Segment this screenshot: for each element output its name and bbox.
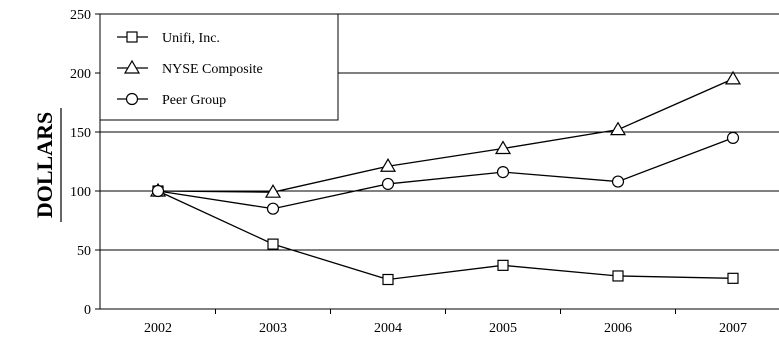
data-point <box>494 140 512 155</box>
y-tick-label: 250 <box>70 8 91 23</box>
x-tick-label: 2005 <box>489 321 517 336</box>
legend-marker <box>123 59 141 74</box>
x-tick-label: 2002 <box>144 321 172 336</box>
data-point <box>496 166 510 179</box>
y-tick-label: 200 <box>70 67 91 82</box>
tick-labels: 0 50 100 150 200 250 2002 2003 2004 2005 2006 2007 <box>70 8 747 336</box>
series-square <box>152 185 739 286</box>
data-point <box>264 183 282 198</box>
legend-item: Peer Group <box>117 92 226 108</box>
y-tick-label: 150 <box>70 126 91 141</box>
legend-label: NYSE Composite <box>162 62 263 77</box>
data-point <box>611 175 625 188</box>
series-circle <box>151 131 740 215</box>
legend-label: Unifi, Inc. <box>162 31 220 46</box>
data-point <box>612 270 624 282</box>
series-line <box>157 137 734 210</box>
x-tick-label: 2007 <box>719 321 747 336</box>
data-point <box>724 70 742 85</box>
legend: Unifi, Inc. NYSE Composite Peer Group <box>99 13 339 121</box>
y-tick-label: 0 <box>84 303 91 318</box>
legend-marker <box>125 92 139 106</box>
legend-label: Peer Group <box>162 93 226 108</box>
x-tick-label: 2003 <box>259 321 287 336</box>
data-point <box>382 273 394 286</box>
data-point <box>381 177 395 191</box>
data-point <box>151 184 165 198</box>
y-axis-label: DOLLARS <box>32 112 57 218</box>
series-line <box>157 78 734 193</box>
data-point <box>379 158 397 172</box>
y-axis-title: DOLLARS <box>32 108 62 222</box>
y-tick-label: 100 <box>70 185 91 200</box>
data-point <box>497 259 509 271</box>
data-point <box>267 238 279 250</box>
y-tick-label: 50 <box>77 244 91 259</box>
data-point <box>726 131 740 144</box>
series-line <box>157 190 734 281</box>
legend-marker <box>126 31 138 43</box>
x-tick-label: 2004 <box>374 321 402 336</box>
data-point <box>727 272 739 284</box>
series-lines <box>149 70 742 286</box>
data-point <box>609 121 627 136</box>
x-tick-label: 2006 <box>604 321 632 336</box>
data-point <box>266 202 280 215</box>
legend-box <box>99 13 339 121</box>
legend-item: NYSE Composite <box>117 59 263 77</box>
legend-item: Unifi, Inc. <box>117 31 220 46</box>
